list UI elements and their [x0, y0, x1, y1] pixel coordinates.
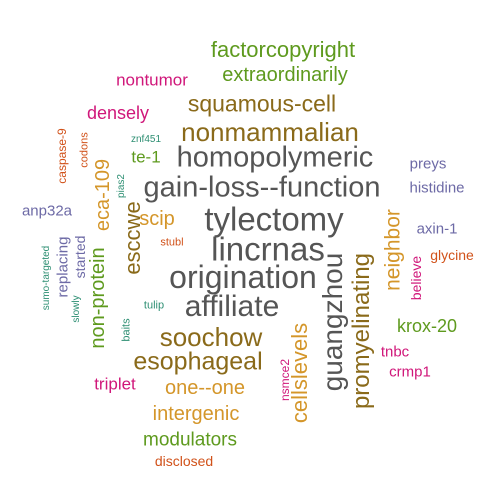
word-factorcopyright: factorcopyright — [210, 37, 356, 62]
word-esophageal: esophageal — [133, 347, 263, 376]
word-eca-109: eca-109 — [92, 158, 114, 232]
word-believe: believe — [408, 255, 424, 301]
word-cellslevels: cellslevels — [287, 322, 312, 424]
word-neighbor: neighbor — [381, 209, 405, 291]
word-sumo-targeted: sumo-targeted — [41, 245, 52, 311]
word-non-protein: non-protein — [87, 247, 109, 349]
word-nontumor: nontumor — [116, 70, 188, 90]
word-glycine: glycine — [430, 247, 474, 263]
word-gain-loss-function: gain-loss--function — [143, 171, 381, 204]
word-caspase-9: caspase-9 — [55, 128, 69, 184]
word-intergenic: intergenic — [152, 403, 240, 425]
word-soochow: soochow — [159, 322, 263, 352]
word-origination: origination — [169, 259, 317, 295]
word-crmp1: crmp1 — [389, 363, 431, 381]
word-lincrnas: lincrnas — [211, 230, 325, 268]
word-promyelinating: promyelinating — [348, 252, 375, 410]
word-tnbc: tnbc — [380, 343, 410, 361]
word-started: started — [72, 235, 88, 279]
word-histidine: histidine — [409, 179, 465, 197]
word-affiliate: affiliate — [184, 290, 280, 323]
word-triplet: triplet — [94, 374, 136, 394]
word-scip: scip — [139, 208, 175, 230]
word-preys: preys — [409, 155, 447, 173]
word-tulip: tulip — [143, 299, 165, 312]
word-tylectomy: tylectomy — [204, 200, 344, 238]
word-disclosed: disclosed — [154, 453, 214, 469]
word-baits: baits — [120, 318, 133, 342]
word-squamous-cell: squamous-cell — [187, 90, 337, 117]
word-codons: codons — [78, 132, 91, 168]
word-replacing: replacing — [54, 236, 72, 298]
word-nsmce2: nsmce2 — [278, 358, 292, 402]
word-esccwe: esccwe — [120, 201, 145, 275]
word-homopolymeric: homopolymeric — [176, 141, 374, 174]
word-te-1: te-1 — [131, 147, 161, 167]
word-guangzhou: guangzhou — [317, 252, 348, 392]
word-one-one: one--one — [164, 377, 246, 399]
word-axin-1: axin-1 — [416, 220, 458, 238]
word-pias2: pias2 — [116, 174, 127, 198]
word-slowly: slowly — [71, 295, 82, 323]
word-znf451: znf451 — [130, 134, 162, 145]
word-extraordinarily: extraordinarily — [222, 64, 348, 86]
word-nonmammalian: nonmammalian — [181, 117, 359, 147]
word-stubl: stubl — [160, 236, 184, 249]
word-anp32a: anp32a — [21, 202, 73, 220]
word-modulators: modulators — [143, 429, 237, 451]
word-densely: densely — [86, 103, 150, 123]
word-krox-20: krox-20 — [396, 316, 458, 336]
